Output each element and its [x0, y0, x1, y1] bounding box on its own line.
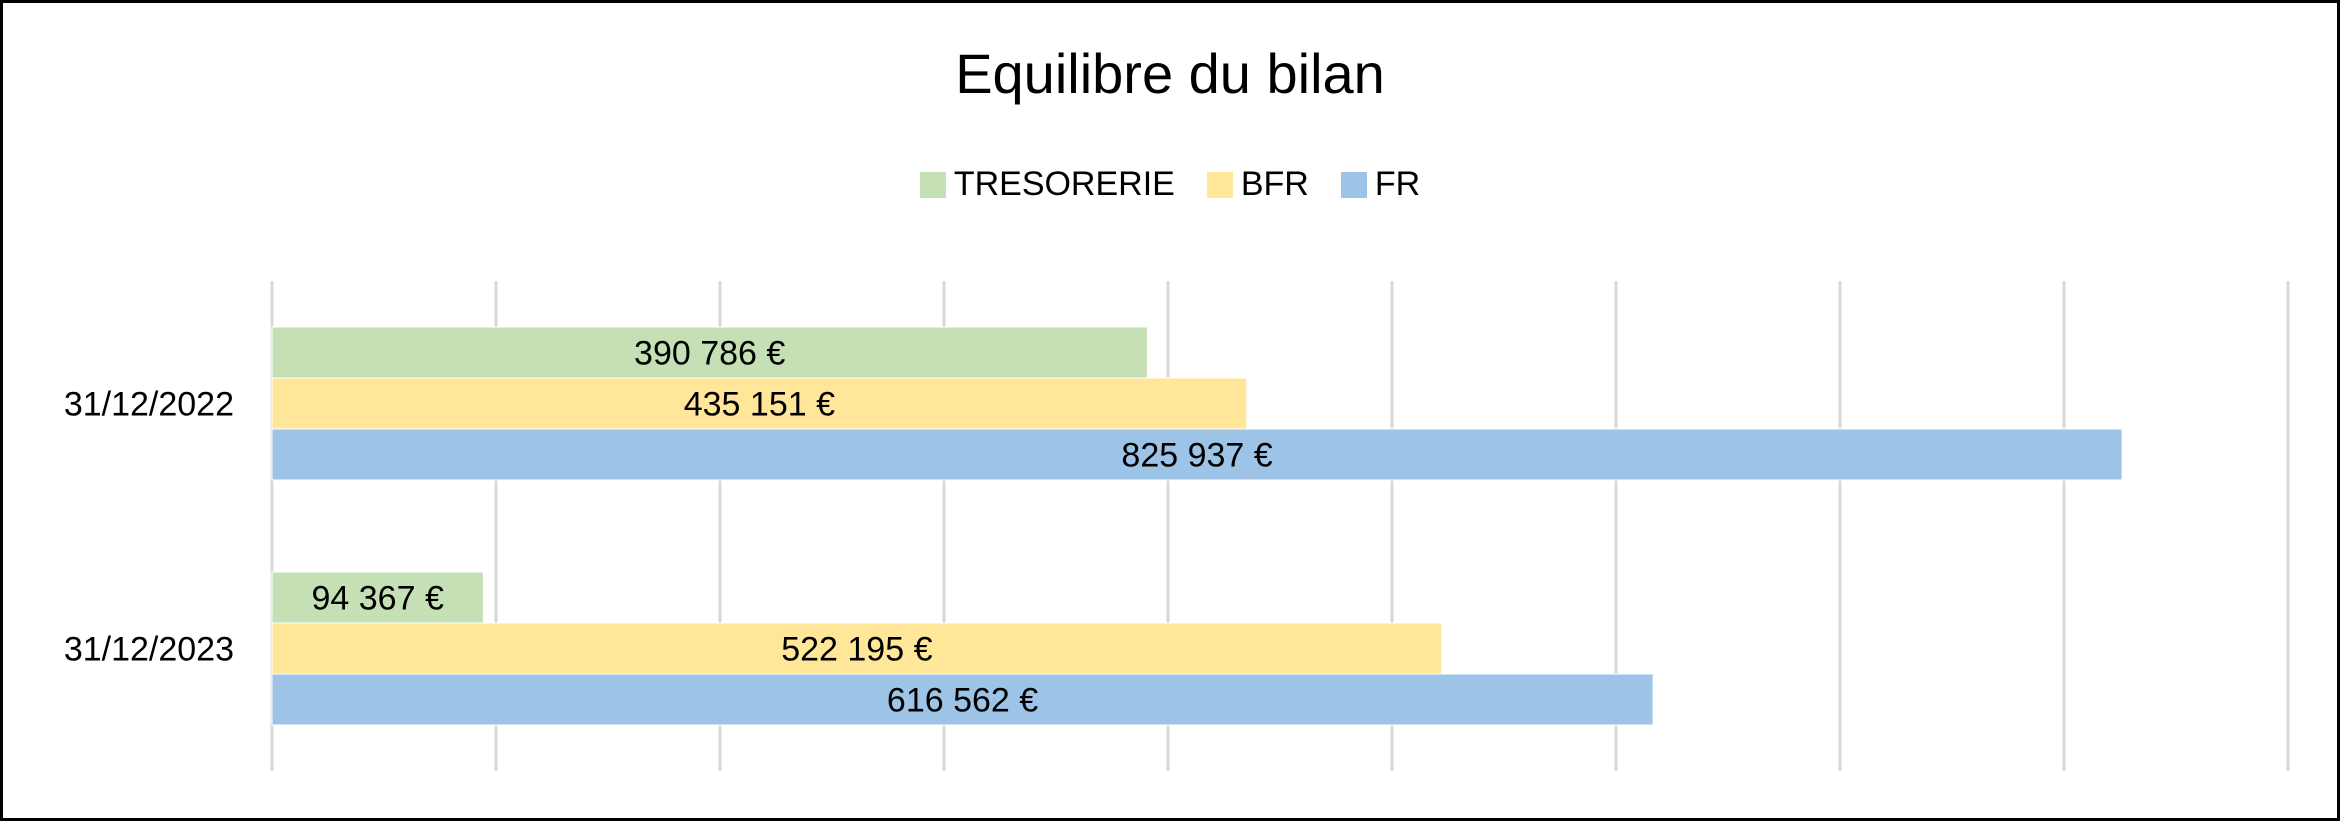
bar-fr — [271, 428, 2123, 481]
category-label: 31/12/2023 — [64, 631, 234, 669]
legend-swatch-tresorerie — [919, 171, 946, 198]
legend-swatch-bfr — [1206, 171, 1233, 198]
legend-label-fr: FR — [1374, 165, 1421, 203]
legend-swatch-fr — [1340, 171, 1367, 198]
data-label: 616 562 € — [887, 682, 1038, 720]
data-label: 522 195 € — [781, 631, 932, 669]
bar-bfr — [271, 622, 1443, 675]
legend-label-bfr: BFR — [1240, 165, 1309, 203]
data-label: 435 151 € — [684, 386, 835, 424]
chart-legend: TRESORERIE BFR FR — [3, 165, 2337, 204]
bar-tresorerie — [271, 326, 1148, 379]
data-label: 94 367 € — [312, 580, 444, 618]
legend-entry-fr: FR — [1340, 165, 1421, 204]
legend-label-tresorerie: TRESORERIE — [953, 165, 1175, 203]
data-label: 825 937 € — [1121, 437, 1272, 475]
legend-entry-tresorerie: TRESORERIE — [919, 165, 1175, 204]
category-label: 31/12/2022 — [64, 386, 234, 424]
data-label: 390 786 € — [634, 335, 785, 373]
bar-tresorerie — [271, 571, 484, 624]
legend-entry-bfr: BFR — [1206, 165, 1309, 204]
chart-title: Equilibre du bilan — [955, 42, 1385, 105]
bar-chart-plot: 31/12/2022 390 786 € 435 151 € 825 937 € 31/… — [64, 281, 2290, 771]
bar-bfr — [271, 377, 1248, 430]
bar-fr — [271, 673, 1654, 726]
